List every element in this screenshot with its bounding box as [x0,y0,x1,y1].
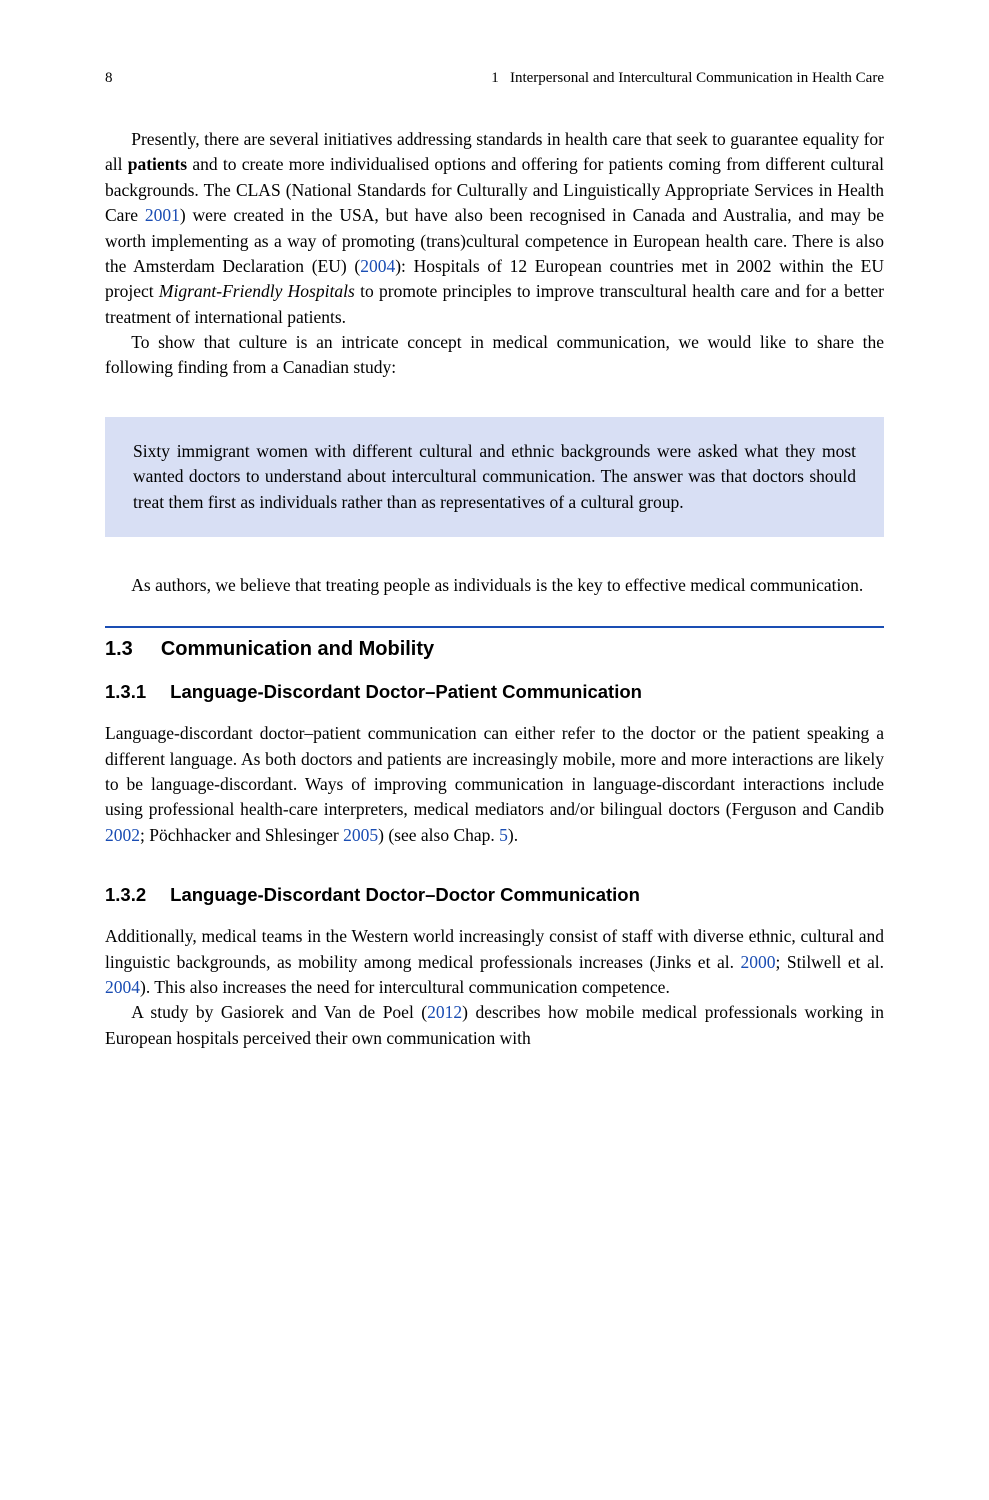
italic-text: Migrant-Friendly Hospitals [159,281,355,301]
subsection-title: Language-Discordant Doctor–Doctor Commun… [170,884,640,906]
citation-year[interactable]: 2002 [105,825,140,845]
bold-text: patients [128,154,187,174]
body-paragraph: To show that culture is an intricate con… [105,330,884,381]
italic-text: individuals [259,492,337,512]
subsection-number: 1.3.2 [105,884,146,906]
citation-year[interactable]: 2004 [360,256,395,276]
section-rule [105,626,884,638]
text-run: Language-discordant doctor–patient commu… [105,723,884,819]
page-header: 8 1 Interpersonal and Intercultural Comm… [105,70,884,87]
citation-year[interactable]: 2004 [105,977,140,997]
citation-year[interactable]: 2001 [145,205,180,225]
subsection-heading: 1.3.1 Language-Discordant Doctor–Patient… [105,681,884,703]
text-run: ; Pöchhacker and Shlesinger [140,825,343,845]
body-paragraph: Additionally, medical teams in the Weste… [105,924,884,1000]
running-chapter-title: 1 Interpersonal and Intercultural Commun… [491,70,884,87]
text-run: A study by Gasiorek and Van de Poel ( [131,1002,427,1022]
subsection-heading: 1.3.2 Language-Discordant Doctor–Doctor … [105,884,884,906]
subsection-number: 1.3.1 [105,681,146,703]
body-paragraph: Language-discordant doctor–patient commu… [105,721,884,848]
text-run: rather than as representatives of a cult… [337,492,683,512]
section-number: 1.3 [105,638,133,661]
body-paragraph: Presently, there are several initiatives… [105,127,884,330]
section-title: Communication and Mobility [161,638,434,661]
body-paragraph: As authors, we believe that treating peo… [105,573,884,598]
callout-box: Sixty immigrant women with different cul… [105,417,884,537]
text-run: ) (see also Chap. [378,825,499,845]
chapter-number: 1 [491,70,499,86]
subsection-title: Language-Discordant Doctor–Patient Commu… [170,681,642,703]
body-paragraph: A study by Gasiorek and Van de Poel (201… [105,1000,884,1051]
citation-year[interactable]: 2012 [427,1002,462,1022]
page-number: 8 [105,70,113,87]
chapter-reference[interactable]: 5 [499,825,508,845]
citation-year[interactable]: 2005 [343,825,378,845]
chapter-name: Interpersonal and Intercultural Communic… [510,70,884,86]
section-heading: 1.3 Communication and Mobility [105,638,884,661]
text-run: ; Stilwell et al. [775,952,884,972]
text-run: ). [508,825,518,845]
citation-year[interactable]: 2000 [740,952,775,972]
text-run: ). This also increases the need for inte… [140,977,670,997]
